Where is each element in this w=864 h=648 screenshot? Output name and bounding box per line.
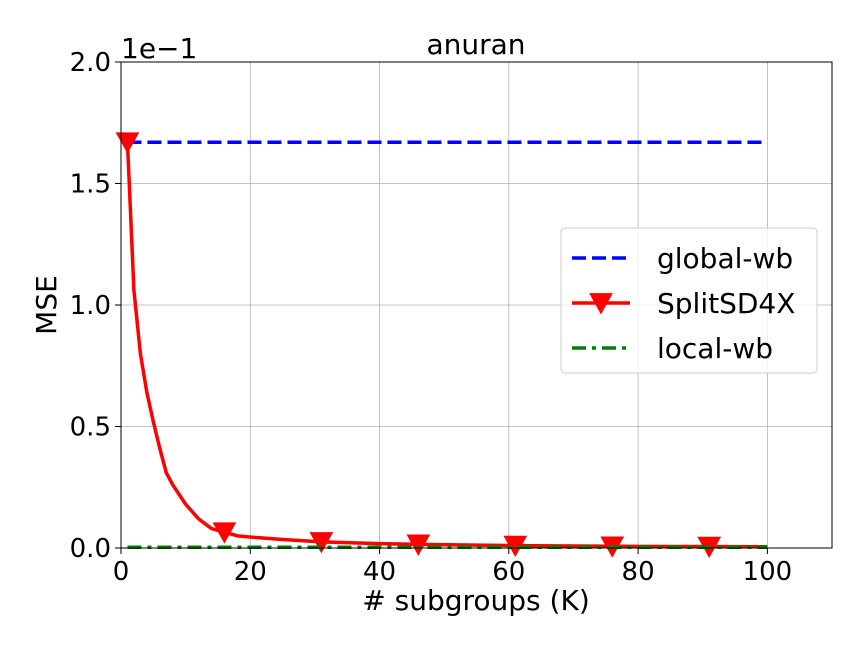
legend-label-splitsd4x: SplitSD4X: [657, 287, 795, 320]
x-tick-label: 0: [113, 557, 130, 587]
data-point-splitsd4x: [406, 534, 431, 556]
y-tick-label: 2.0: [70, 48, 111, 78]
legend-label-global-wb: global-wb: [657, 242, 793, 275]
chart-title: anuran: [426, 28, 525, 61]
x-tick-label: 60: [492, 557, 525, 587]
x-axis-ticks: 0 20 40 60 80 100: [113, 548, 792, 587]
series-line-splitsd4x: [125, 142, 768, 549]
legend-items: global-wb SplitSD4X local-wb: [572, 242, 795, 365]
y-axis-ticks: 0.0 0.5 1.0 1.5 2.0: [70, 48, 121, 564]
legend: global-wb SplitSD4X local-wb: [560, 227, 818, 374]
y-tick-label: 1.5: [70, 170, 111, 200]
y-offset-text: 1e−1: [121, 32, 197, 65]
y-tick-label: 0.5: [70, 413, 111, 443]
legend-frame: [560, 227, 818, 374]
x-tick-label: 100: [743, 557, 793, 587]
series-layer: [115, 132, 768, 559]
x-tick-label: 40: [363, 557, 396, 587]
y-tick-label: 1.0: [70, 291, 111, 321]
data-point-splitsd4x: [115, 132, 140, 154]
x-tick-label: 80: [622, 557, 655, 587]
x-tick-label: 20: [234, 557, 267, 587]
y-axis-label: MSE: [30, 275, 63, 335]
x-axis-label: # subgroups (K): [362, 584, 590, 617]
data-point-splitsd4x: [212, 522, 237, 544]
legend-label-local-wb: local-wb: [657, 332, 773, 365]
data-point-splitsd4x: [309, 532, 334, 554]
legend-marker-splitsd4x: [589, 293, 613, 315]
y-tick-label: 0.0: [70, 534, 111, 564]
